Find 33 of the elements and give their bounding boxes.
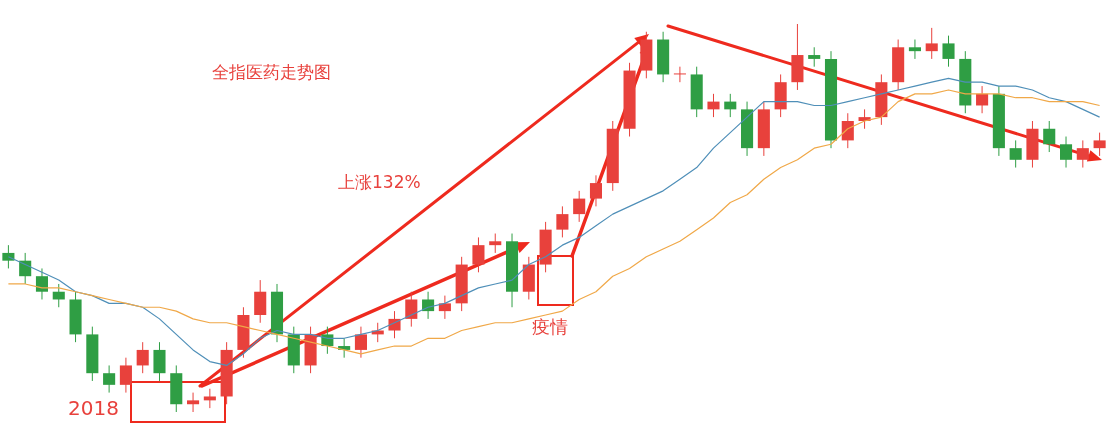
candlestick bbox=[203, 388, 216, 409]
candlestick bbox=[1093, 132, 1106, 157]
candlestick bbox=[103, 364, 116, 394]
candlestick bbox=[438, 295, 451, 320]
candlestick bbox=[589, 174, 603, 207]
candlestick bbox=[707, 93, 720, 118]
candlestick bbox=[908, 39, 921, 60]
annotation: 2018 bbox=[68, 396, 119, 420]
candlestick bbox=[472, 236, 485, 273]
candlestick bbox=[354, 326, 367, 359]
candlestick bbox=[1059, 136, 1073, 169]
candlestick bbox=[976, 85, 989, 114]
candlestick bbox=[1043, 120, 1056, 153]
candlestick bbox=[254, 279, 267, 324]
candlestick bbox=[489, 233, 502, 254]
candlestick bbox=[556, 205, 569, 238]
text: 全指医药走势图 bbox=[212, 62, 331, 82]
annotation: 上涨132% bbox=[338, 172, 421, 192]
candlestick bbox=[153, 341, 166, 382]
candlestick bbox=[136, 341, 149, 374]
candlestick bbox=[119, 357, 132, 394]
candlestick bbox=[925, 27, 938, 60]
candlestick bbox=[673, 66, 686, 83]
candlestick bbox=[2, 244, 15, 269]
annotation: 疫情 bbox=[532, 316, 568, 337]
candlestick bbox=[35, 267, 49, 300]
candlestick bbox=[942, 35, 955, 68]
candlestick bbox=[573, 190, 586, 223]
candlestick bbox=[1076, 139, 1089, 169]
candlestick bbox=[1009, 139, 1022, 169]
candlestick bbox=[405, 291, 418, 328]
candlestick bbox=[808, 46, 821, 68]
candlestick bbox=[187, 392, 200, 413]
